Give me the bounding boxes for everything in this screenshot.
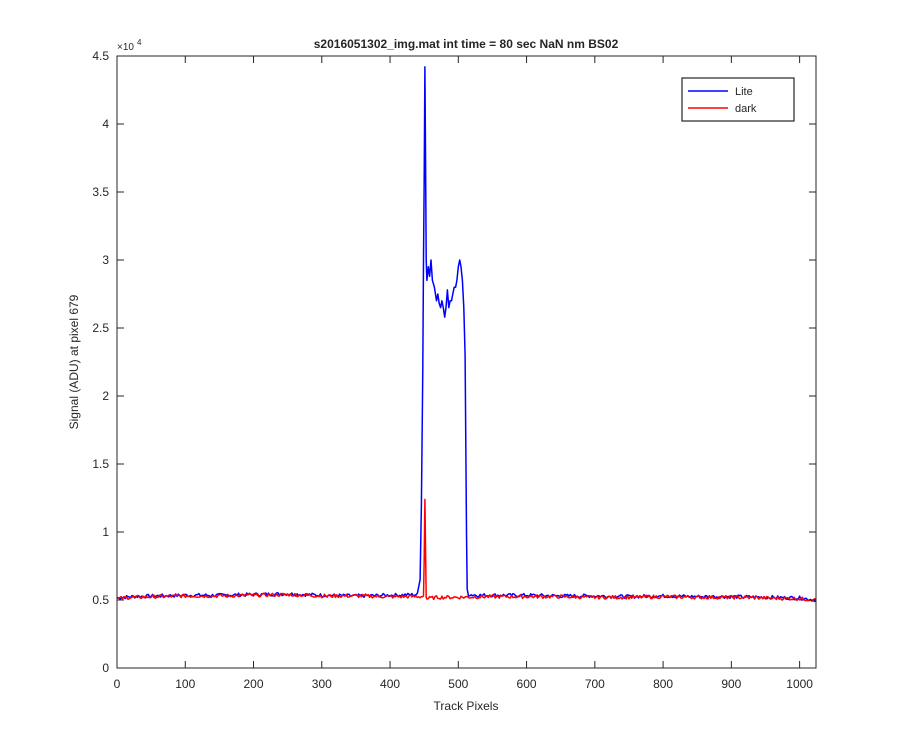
x-tick-label: 1000 [786, 677, 813, 691]
x-tick-label: 600 [517, 677, 537, 691]
y-tick-label: 0 [102, 661, 109, 675]
series-layer [116, 66, 817, 603]
y-exponent-base: ×10 [117, 42, 134, 53]
plot-area: 0 100 200 300 400 500 600 700 800 900 1000 0 0.5 1 1.… [92, 49, 817, 691]
legend-label-dark: dark [735, 103, 757, 115]
x-tick-label: 900 [721, 677, 741, 691]
legend-label-lite: Lite [735, 86, 753, 98]
y-tick-label: 0.5 [92, 593, 109, 607]
legend: Lite dark [681, 77, 795, 122]
y-tick-label: 2.5 [92, 321, 109, 335]
axes-box [116, 55, 817, 669]
y-axis-ticks: 0 0.5 1 1.5 2 2.5 3 3.5 4 4.5 [92, 49, 816, 675]
legend-box [681, 77, 795, 122]
x-tick-label: 0 [114, 677, 121, 691]
y-exponent-power: 4 [137, 38, 142, 47]
y-exponent-label: ×10 4 [117, 38, 142, 53]
y-tick-label: 4.5 [92, 49, 109, 63]
x-tick-label: 800 [653, 677, 673, 691]
x-tick-label: 400 [380, 677, 400, 691]
y-tick-label: 3 [102, 253, 109, 267]
x-tick-label: 700 [585, 677, 605, 691]
x-tick-label: 100 [175, 677, 195, 691]
chart-title: s2016051302_img.mat int time = 80 sec Na… [314, 37, 619, 51]
y-tick-label: 3.5 [92, 185, 109, 199]
y-tick-label: 2 [102, 389, 109, 403]
x-axis-label: Track Pixels [434, 699, 499, 713]
y-tick-label: 1 [102, 525, 109, 539]
x-tick-label: 200 [244, 677, 264, 691]
x-tick-label: 300 [312, 677, 332, 691]
y-axis-label: Signal (ADU) at pixel 679 [67, 294, 81, 429]
y-tick-label: 4 [102, 117, 109, 131]
y-tick-label: 1.5 [92, 457, 109, 471]
x-tick-label: 500 [448, 677, 468, 691]
series-line-dark [116, 498, 817, 602]
x-axis-ticks: 0 100 200 300 400 500 600 700 800 900 1000 [114, 56, 813, 691]
